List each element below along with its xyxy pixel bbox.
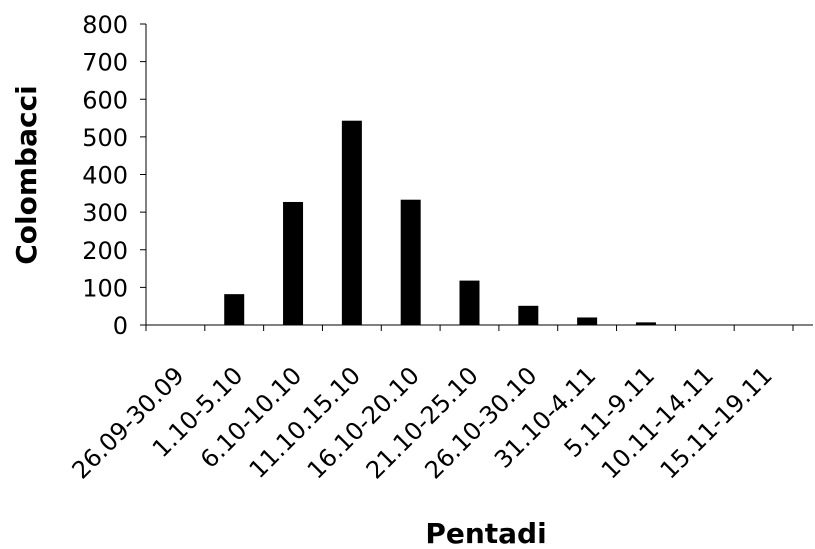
y-axis-title: Colombacci [10,85,43,265]
y-tick-label: 700 [82,49,128,77]
x-axis: 26.09-30.091.10-5.106.10-10.1011.10.15.1… [67,324,813,485]
bar [518,305,539,325]
y-tick-label: 400 [82,162,128,190]
y-tick-label: 0 [113,312,128,340]
x-axis-title: Pentadi [425,517,546,549]
y-tick-label: 300 [82,199,128,227]
y-tick-label: 200 [82,237,128,265]
bar [400,199,421,325]
bar [341,120,362,325]
bar [224,294,245,325]
y-tick-label: 100 [82,274,128,302]
y-tick-label: 800 [82,11,128,39]
bar [283,201,304,325]
y-tick-label: 600 [82,86,128,114]
y-axis: 0 100 200 300 400 500 600 700 800 [82,11,147,340]
y-tick-label: 500 [82,124,128,152]
bar [635,322,656,325]
bar [577,317,598,325]
bars [224,120,656,325]
bar [459,280,480,325]
